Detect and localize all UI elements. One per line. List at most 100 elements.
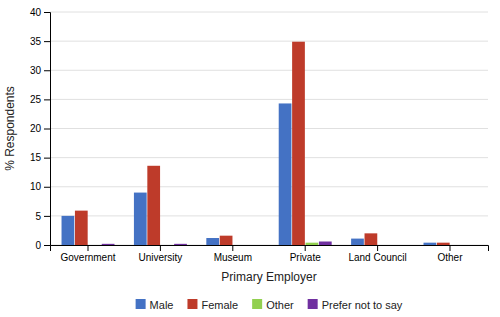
legend-swatch xyxy=(136,299,146,309)
bar-series xyxy=(75,42,450,245)
x-tick-mark xyxy=(305,245,306,251)
y-tick: 5 xyxy=(35,211,50,222)
bar-series xyxy=(62,103,437,245)
x-tick-mark xyxy=(160,245,161,251)
bar xyxy=(378,245,391,246)
plot: 0 5 10 15 20 25 30 35 40 Government University Muse… xyxy=(30,7,489,263)
bar xyxy=(247,245,260,246)
y-tick-label: 15 xyxy=(30,152,42,163)
y-axis-title: % Respondents xyxy=(3,86,17,171)
y-tick-label: 5 xyxy=(35,211,41,222)
grid-line xyxy=(50,186,488,187)
bar xyxy=(174,244,187,245)
grid-line xyxy=(50,215,488,216)
y-tick: 40 xyxy=(30,7,50,18)
grid-line xyxy=(50,157,488,158)
x-tick-mark xyxy=(449,245,450,251)
legend-item: Female xyxy=(187,299,238,311)
legend-label: Female xyxy=(201,299,238,311)
y-tick-mark xyxy=(44,216,50,217)
bar-series xyxy=(306,243,319,245)
y-tick: 30 xyxy=(30,65,50,76)
x-tick-label: Other xyxy=(437,252,463,263)
grid-line xyxy=(50,41,488,42)
legend-swatch xyxy=(252,299,262,309)
bar xyxy=(306,243,319,245)
grid-line xyxy=(50,99,488,100)
y-tick-mark xyxy=(44,187,50,188)
x-tick: Land Council xyxy=(348,245,406,263)
bar xyxy=(206,238,219,245)
legend-item: Male xyxy=(136,299,174,311)
y-tick-mark xyxy=(44,70,50,71)
bar xyxy=(319,242,332,245)
y-tick-mark xyxy=(44,129,50,130)
y-tick-label: 10 xyxy=(30,181,42,192)
bars xyxy=(62,42,450,245)
x-tick: Government xyxy=(60,245,115,263)
grid-line xyxy=(50,70,488,71)
legend-item: Other xyxy=(252,299,294,311)
x-tick-label: University xyxy=(138,252,182,263)
grid xyxy=(50,12,488,245)
y-axis: 0 5 10 15 20 25 30 35 40 xyxy=(30,7,51,251)
bar xyxy=(161,245,174,246)
y-tick-label: 0 xyxy=(35,240,41,251)
y-tick-label: 30 xyxy=(30,65,42,76)
y-tick: 15 xyxy=(30,152,50,163)
y-tick-label: 20 xyxy=(30,123,42,134)
y-tick-mark xyxy=(44,158,50,159)
y-tick: 20 xyxy=(30,123,50,134)
y-tick: 10 xyxy=(30,181,50,192)
x-tick-label: Land Council xyxy=(348,252,406,263)
bar xyxy=(292,42,305,245)
x-tick: University xyxy=(138,245,182,263)
y-tick-mark xyxy=(44,245,50,246)
x-axis: Government University Museum Private Land Co… xyxy=(51,245,489,263)
bar xyxy=(424,243,437,245)
grid-line xyxy=(50,128,488,129)
bar-series xyxy=(102,242,332,245)
x-tick: Private xyxy=(290,245,322,263)
x-tick: Other xyxy=(437,245,463,263)
x-tick-label: Private xyxy=(290,252,322,263)
bar xyxy=(464,245,477,246)
y-tick: 0 xyxy=(35,240,50,251)
legend-label: Other xyxy=(266,299,294,311)
legend-swatch xyxy=(308,299,318,309)
y-tick-label: 35 xyxy=(30,36,42,47)
x-tick-mark xyxy=(232,245,233,251)
bar xyxy=(351,239,364,245)
x-axis-title: Primary Employer xyxy=(221,270,316,284)
grid-line xyxy=(50,12,488,13)
bar xyxy=(62,216,75,245)
y-tick-label: 25 xyxy=(30,94,42,105)
bar xyxy=(233,245,246,246)
bar xyxy=(134,193,147,245)
x-tick-mark xyxy=(377,245,378,251)
bar xyxy=(450,245,463,246)
legend-label: Prefer not to say xyxy=(322,299,403,311)
x-tick-mark xyxy=(88,245,89,251)
bar xyxy=(220,236,233,245)
bar xyxy=(75,211,88,245)
bar xyxy=(147,166,160,245)
bar xyxy=(365,233,378,245)
chart: 0 5 10 15 20 25 30 35 40 Government University Muse… xyxy=(0,0,500,317)
legend-item: Prefer not to say xyxy=(308,299,403,311)
y-tick-mark xyxy=(44,99,50,100)
bar xyxy=(437,243,450,245)
legend: Male Female Other Prefer not to say xyxy=(136,299,403,311)
legend-label: Male xyxy=(150,299,174,311)
x-tick-label: Museum xyxy=(214,252,252,263)
x-tick-label: Government xyxy=(60,252,115,263)
y-tick-mark xyxy=(44,12,50,13)
y-tick-mark xyxy=(44,41,50,42)
bar xyxy=(102,244,115,245)
legend-swatch xyxy=(187,299,197,309)
x-axis-line xyxy=(51,246,489,252)
y-tick: 25 xyxy=(30,94,50,105)
x-tick: Museum xyxy=(214,245,252,263)
bar xyxy=(391,245,404,246)
y-tick: 35 xyxy=(30,36,50,47)
